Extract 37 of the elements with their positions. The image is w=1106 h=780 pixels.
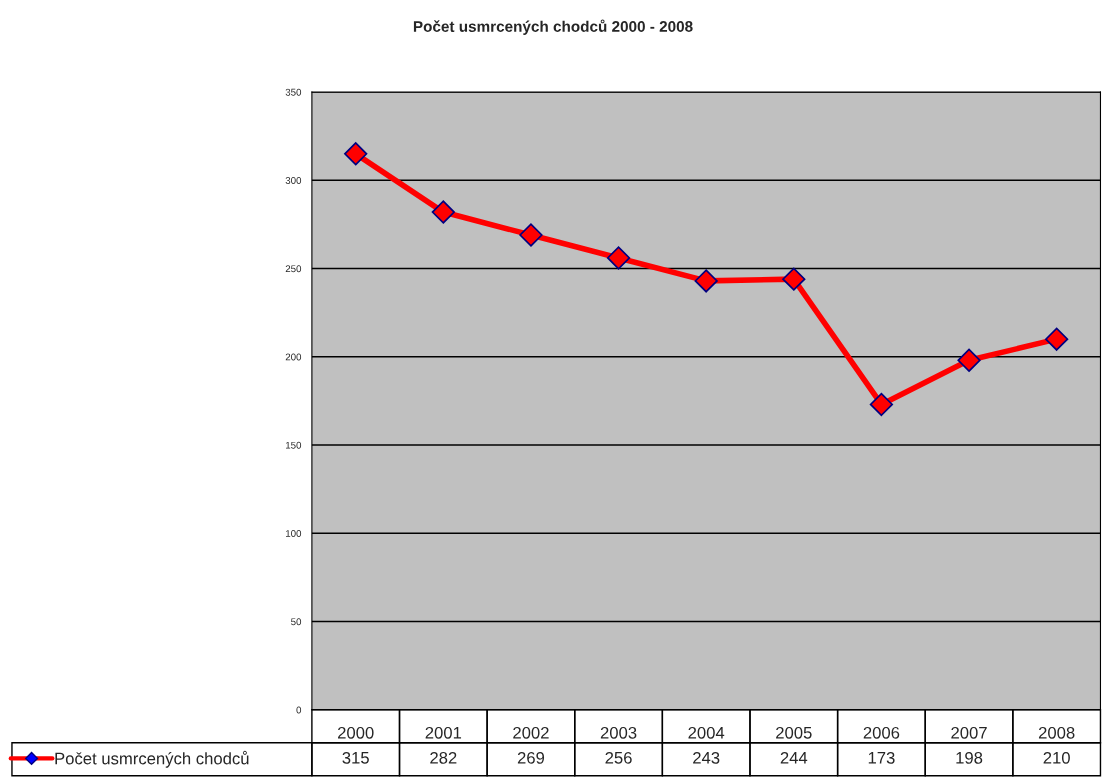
point [344, 142, 368, 166]
data-label: 198 [956, 751, 983, 764]
data-label: 243 [693, 751, 720, 764]
x-tick-label: 2006 [863, 726, 900, 739]
point [957, 348, 981, 372]
data-label: 256 [605, 751, 632, 764]
data-label: 244 [780, 751, 808, 764]
point [519, 223, 543, 247]
data-label: 173 [868, 751, 895, 764]
y-tick-label: 250 [285, 265, 302, 273]
x-tick-label: 2000 [338, 726, 374, 739]
x-tick-label: 2007 [951, 726, 987, 739]
x-tick-label: 2008 [1038, 726, 1075, 739]
data-label: 269 [517, 751, 545, 764]
chart-title: Počet usmrcených chodců 2000 - 2008 [413, 19, 693, 35]
y-tick-label: 300 [285, 177, 302, 184]
data-label: 210 [1043, 751, 1070, 764]
point [431, 200, 455, 224]
data-label: 315 [342, 751, 369, 764]
x-tick-label: 2001 [425, 726, 462, 739]
y-tick-label: 50 [291, 618, 302, 626]
legend-label: Počet usmrcených chodců [55, 750, 249, 768]
data-label: 282 [430, 751, 457, 764]
x-tick-label: 2003 [600, 726, 637, 739]
y-tick-label: 200 [285, 353, 302, 361]
y-tick-label: 150 [286, 441, 302, 449]
point [869, 392, 894, 417]
x-tick-label: 2002 [513, 726, 549, 739]
point [782, 267, 806, 291]
y-tick-label: 100 [286, 530, 302, 537]
point [1045, 327, 1069, 351]
point [694, 269, 718, 293]
y-tick-label: 350 [285, 88, 302, 96]
x-tick-label: 2005 [776, 726, 812, 739]
x-tick-label: 2004 [688, 726, 725, 739]
point [606, 246, 631, 270]
y-tick-label: 0 [296, 706, 302, 714]
